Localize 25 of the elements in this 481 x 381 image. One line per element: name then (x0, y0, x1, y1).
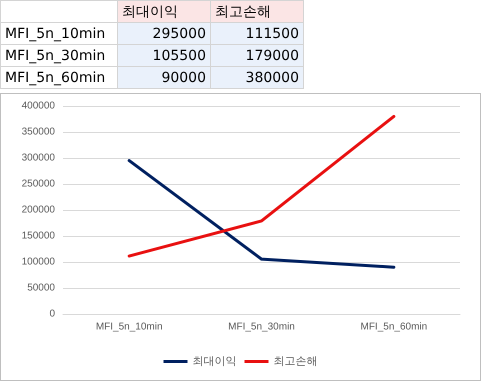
text: 90000 (118, 66, 210, 88)
x-tick-label: MFI_5n_10min (96, 322, 163, 332)
text: 295000 (118, 22, 210, 44)
y-tick-label: 50000 (27, 282, 56, 294)
text: 최고손해 (215, 4, 271, 20)
y-tick-label: 400000 (22, 100, 56, 112)
legend-label: 최고손해 (274, 356, 318, 368)
y-tick-label: 100000 (22, 256, 56, 268)
text: 179000 (210, 44, 304, 66)
y-tick-label: 150000 (22, 230, 56, 242)
y-tick-label: 350000 (22, 126, 56, 138)
y-tick-label: 250000 (22, 178, 56, 190)
category-label: MFI_5n_60min (5, 70, 106, 86)
category-label: MFI_5n_10min (5, 26, 106, 42)
text: 최대이익 (122, 4, 178, 20)
category-label: MFI_5n_30min (5, 48, 106, 64)
x-tick-label: MFI_5n_60min (360, 322, 428, 332)
y-tick-label: 0 (49, 308, 56, 320)
y-tick-label: 300000 (22, 152, 56, 164)
text: 380000 (210, 66, 304, 88)
legend-label: 최대이익 (192, 356, 236, 368)
x-tick-label: MFI_5n_30min (228, 322, 295, 332)
text: 111500 (210, 22, 304, 44)
y-tick-label: 200000 (22, 204, 56, 216)
text: 105500 (118, 44, 210, 66)
